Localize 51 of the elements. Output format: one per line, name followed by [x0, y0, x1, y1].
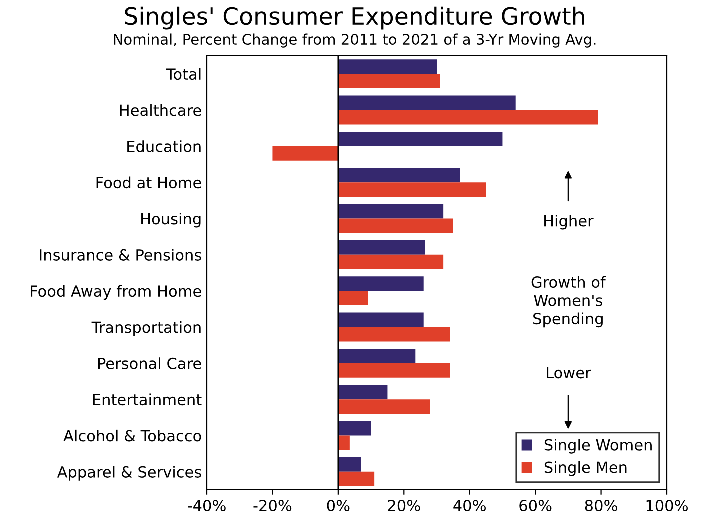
y-tick-label: Food at Home	[96, 176, 202, 189]
bar	[338, 400, 430, 414]
annotation: Higher	[544, 214, 594, 230]
legend-label: Single Men	[544, 461, 627, 476]
bar	[338, 96, 516, 110]
x-tick-label: 100%	[646, 500, 688, 512]
x-tick-label: -40%	[188, 500, 226, 512]
legend-label: Single Women	[544, 439, 652, 454]
bar	[338, 472, 375, 486]
bar	[338, 110, 598, 125]
bar	[338, 421, 372, 436]
x-tick-label: 0%	[327, 500, 350, 512]
y-tick-label: Personal Care	[98, 358, 202, 370]
bar	[338, 363, 450, 378]
bar	[338, 204, 444, 219]
bar	[338, 457, 362, 472]
y-tick-label: Transportation	[92, 321, 201, 336]
bar	[338, 132, 503, 146]
bar	[338, 60, 437, 74]
annotation: Growth of Women's Spending	[532, 276, 606, 328]
y-tick-label: Entertainment	[93, 394, 202, 406]
y-tick-label: Insurance & Pensions	[40, 249, 202, 261]
chart-title: Singles' Consumer Expenditure Growth	[125, 6, 584, 30]
bar	[338, 276, 424, 292]
bar	[338, 74, 440, 89]
y-tick-label: Education	[128, 140, 201, 152]
bar	[338, 436, 350, 450]
x-tick-label: -20%	[254, 500, 292, 512]
bar	[338, 240, 426, 255]
y-tick-label: Healthcare	[120, 104, 202, 116]
bar	[338, 291, 368, 306]
bar	[338, 254, 444, 270]
bar	[338, 327, 450, 342]
x-tick-label: 40%	[454, 500, 486, 512]
y-tick-label: Food Away from Home	[31, 285, 202, 300]
x-tick-label: 60%	[520, 500, 552, 512]
x-tick-label: 20%	[388, 500, 420, 512]
y-tick-label: Housing	[142, 212, 201, 228]
x-tick-label: 80%	[585, 500, 618, 512]
bar	[338, 385, 388, 400]
annotation: Lower	[547, 367, 592, 379]
chart-subtitle: Nominal, Percent Change from 2011 to 2021 of a 3-Yr Moving Avg.	[114, 34, 596, 48]
bar	[338, 168, 460, 183]
bar	[338, 218, 454, 234]
bar	[338, 348, 416, 364]
bar	[338, 182, 486, 198]
bar	[338, 312, 424, 328]
y-tick-label: Alcohol & Tobacco	[64, 430, 202, 442]
y-tick-label: Apparel & Services	[57, 466, 202, 481]
y-tick-label: Total	[166, 68, 201, 80]
bar	[272, 146, 338, 161]
